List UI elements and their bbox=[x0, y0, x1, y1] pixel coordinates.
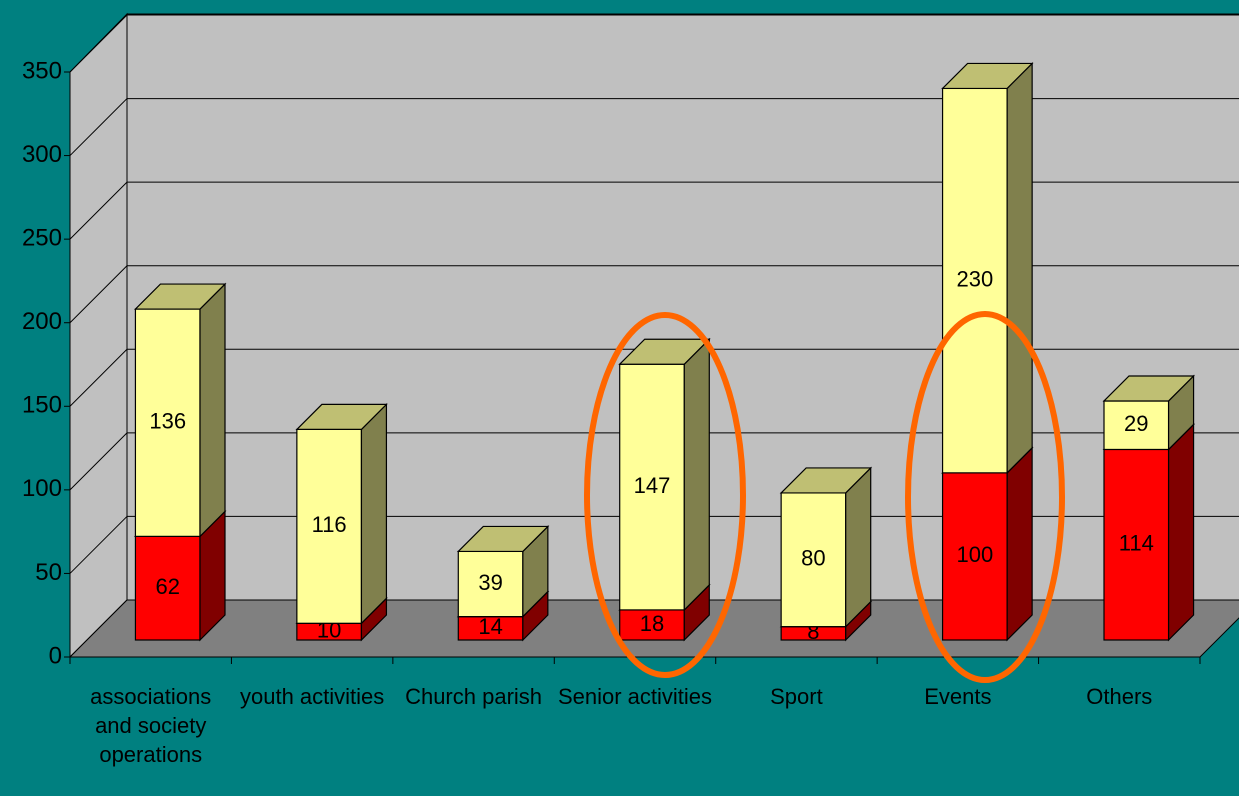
bar bbox=[296, 428, 363, 624]
y-tick-label: 50 bbox=[35, 559, 62, 586]
bar-side bbox=[1167, 423, 1195, 642]
bar-top bbox=[779, 467, 873, 494]
bar-side bbox=[199, 282, 226, 538]
bar-side bbox=[683, 337, 710, 612]
data-label: 230 bbox=[956, 266, 993, 291]
x-tick-label: Sport bbox=[770, 684, 823, 709]
bar-side bbox=[360, 402, 388, 625]
bar bbox=[941, 87, 1008, 474]
grid-line bbox=[69, 98, 128, 156]
data-label: 18 bbox=[640, 611, 664, 636]
y-tick-label: 200 bbox=[22, 308, 62, 335]
bar bbox=[134, 535, 201, 641]
data-label: 14 bbox=[478, 614, 502, 639]
data-label: 136 bbox=[149, 409, 186, 434]
x-tick-label: youth activities bbox=[239, 684, 385, 709]
y-tick-label: 250 bbox=[22, 224, 62, 251]
side-wall bbox=[69, 12, 128, 659]
x-tick-label: Events bbox=[924, 684, 992, 709]
grid-line bbox=[69, 516, 128, 574]
x-tick-label: Others bbox=[1086, 684, 1153, 709]
data-label: 147 bbox=[634, 473, 671, 498]
y-tick-label: 300 bbox=[22, 141, 62, 168]
bar bbox=[1103, 448, 1170, 641]
data-label: 29 bbox=[1124, 411, 1148, 436]
y-tick-label: 350 bbox=[22, 57, 62, 84]
bar-side bbox=[1006, 446, 1033, 642]
bar bbox=[619, 609, 685, 641]
grid-line bbox=[69, 265, 128, 324]
x-tick-label: associations and society operations bbox=[90, 684, 212, 767]
bar-top bbox=[1102, 375, 1196, 402]
y-tick-label: 0 bbox=[49, 642, 62, 669]
bar-top bbox=[456, 525, 550, 553]
x-tick-label: Church parish bbox=[405, 684, 543, 709]
bar-side bbox=[845, 466, 872, 629]
grid-line bbox=[69, 181, 128, 240]
bar-side bbox=[1006, 61, 1033, 475]
bar-top bbox=[941, 62, 1034, 90]
data-label: 100 bbox=[956, 542, 993, 567]
bar-top bbox=[295, 403, 388, 430]
data-label: 114 bbox=[1119, 531, 1154, 556]
bar bbox=[941, 472, 1008, 641]
data-label: 116 bbox=[312, 512, 347, 537]
bar bbox=[134, 308, 201, 537]
data-label: 62 bbox=[155, 574, 179, 599]
highlight-ellipse bbox=[584, 312, 746, 678]
data-label: 39 bbox=[478, 570, 502, 595]
grid-line bbox=[69, 432, 128, 491]
grid-line bbox=[69, 14, 128, 73]
bar-top bbox=[133, 283, 227, 310]
data-label: 80 bbox=[801, 546, 825, 571]
y-tick-label: 150 bbox=[22, 392, 62, 419]
highlight-ellipse bbox=[905, 311, 1065, 683]
grid-line bbox=[69, 348, 128, 407]
x-tick-label: Senior activities bbox=[557, 684, 713, 709]
y-tick-label: 100 bbox=[22, 475, 62, 502]
bar-top bbox=[618, 338, 711, 365]
